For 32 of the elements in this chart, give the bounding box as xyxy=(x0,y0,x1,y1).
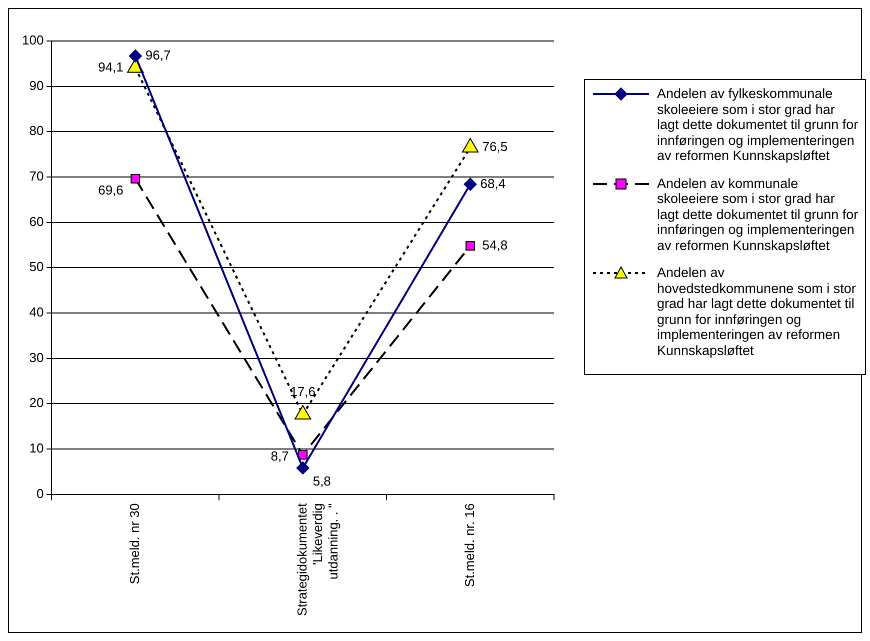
data-label: 76,5 xyxy=(482,139,508,154)
y-tick-label: 80 xyxy=(29,123,44,138)
legend-label: Andelen av fylkeskommunale skoleeiere som i stor grad har lagt dette dokumentet til grunn for innføringen og implementeringen av reformen Kunnskapsløftet xyxy=(657,86,859,164)
point xyxy=(128,49,142,62)
data-label: 17,6 xyxy=(290,384,316,400)
legend-label: Andelen av kommunale skoleeiere som i stor grad har lagt dette dokumentet til grunn for innføringen og implementeringen av reformen Kunnskapsløftet xyxy=(657,176,859,253)
y-tick-label: 40 xyxy=(29,304,44,320)
y-tick-label: 90 xyxy=(29,78,44,93)
legend-label: Andelen av hovedstedkommunene som i stor grad har lagt dette dokumentet til grunn for innføringen og implementeringen av reformen Kunnskapsløftet xyxy=(657,265,857,358)
x-tick-label: Strategidokumentet 'Likeverdig utdanning. . " xyxy=(294,502,341,616)
data-label: 96,7 xyxy=(145,48,171,63)
point xyxy=(296,461,310,474)
point xyxy=(466,241,476,251)
data-label: 94,1 xyxy=(98,59,124,74)
y-tick-label: 30 xyxy=(29,350,44,365)
y-tick-label: 10 xyxy=(29,440,44,456)
y-tick-label: 60 xyxy=(29,214,44,229)
y-tick-label: 100 xyxy=(22,32,44,48)
point xyxy=(298,450,308,460)
data-label: 5,8 xyxy=(312,474,331,489)
x-tick-label: St.meld. nr. 16 xyxy=(462,503,477,588)
data-label: 68,4 xyxy=(480,176,506,191)
data-label: 8,7 xyxy=(270,448,289,464)
point xyxy=(130,174,140,184)
point xyxy=(464,178,477,191)
x-tick-label: St.meld. nr 30 xyxy=(126,503,142,584)
y-tick-label: 70 xyxy=(29,168,44,184)
y-tick-label: 0 xyxy=(36,486,44,501)
y-tick-label: 50 xyxy=(29,259,44,274)
data-label: 54,8 xyxy=(482,237,508,252)
y-tick-label: 20 xyxy=(29,395,44,410)
data-label: 69,6 xyxy=(98,182,124,198)
